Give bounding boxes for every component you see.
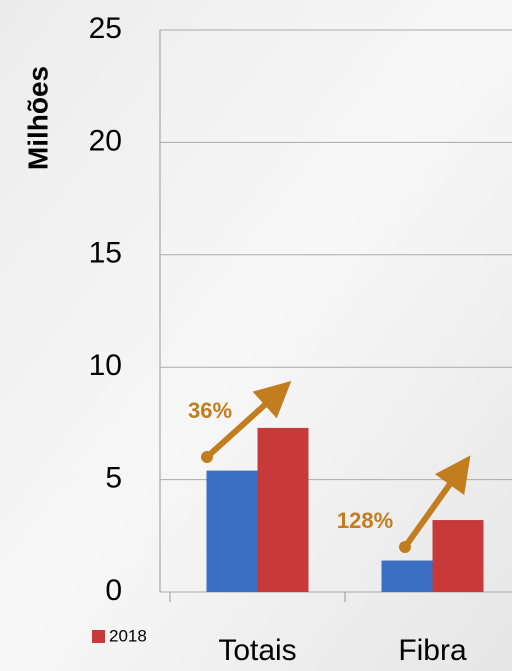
y-tick-label: 0 [105, 574, 122, 607]
bar [381, 560, 433, 592]
arrow-start [201, 451, 213, 463]
legend-label: 2018 [109, 626, 147, 645]
arrow-start [399, 541, 411, 553]
bar [432, 520, 484, 592]
arrow [402, 455, 471, 549]
annotation: 36% [188, 398, 232, 423]
y-tick-label: 15 [89, 237, 122, 270]
y-tick-label: 10 [89, 349, 122, 382]
y-tick-label: 20 [89, 124, 122, 157]
legend-swatch [92, 630, 105, 643]
annotation: 128% [337, 508, 393, 533]
x-tick-label: Totais [218, 634, 296, 667]
bar [206, 470, 258, 592]
y-axis-label: Milhões [22, 66, 53, 170]
x-tick-label: Fibra [398, 634, 467, 667]
bar [257, 427, 309, 592]
y-tick-label: 5 [105, 462, 122, 495]
y-tick-label: 25 [89, 12, 122, 45]
arrow [204, 380, 292, 460]
legend-label: 2017 [0, 626, 1, 645]
